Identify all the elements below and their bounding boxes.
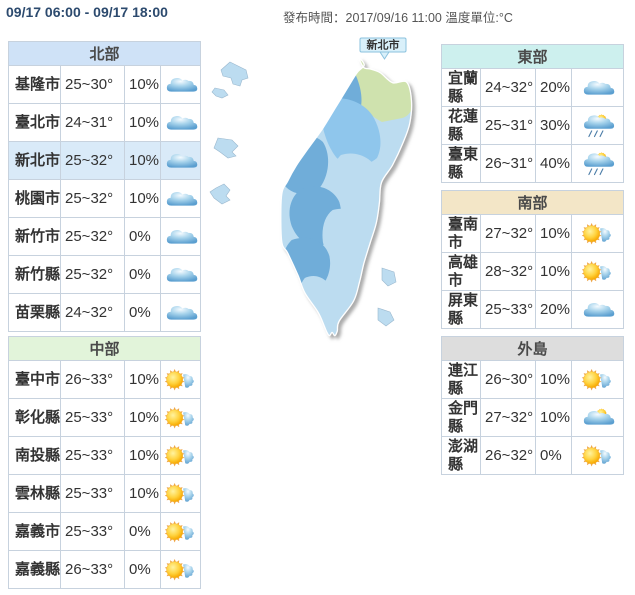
svg-text:新北市: 新北市 <box>367 38 400 52</box>
